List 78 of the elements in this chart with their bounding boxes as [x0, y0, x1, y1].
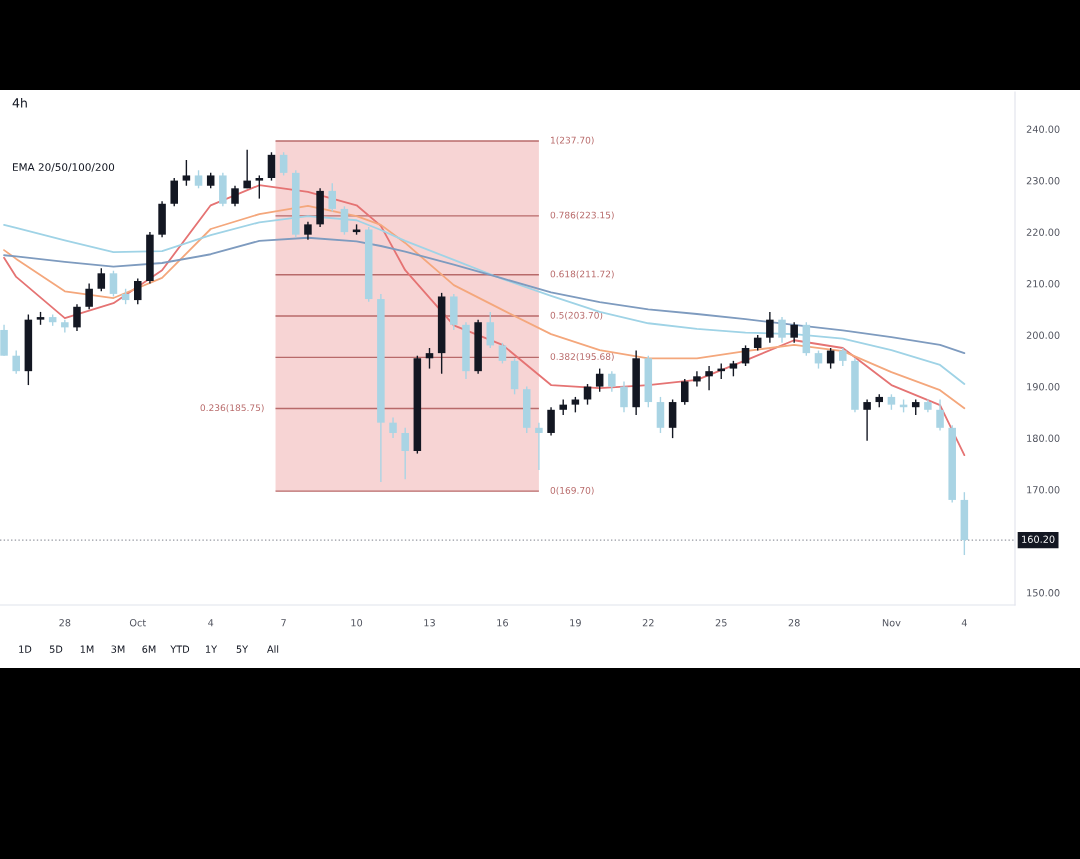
y-tick-label: 190.00: [1027, 383, 1060, 391]
text: 1M: [80, 645, 94, 653]
x-tick-label: 10: [351, 619, 363, 627]
ref-line-label: 160.20: [1022, 535, 1055, 543]
x-tick-label: 16: [497, 619, 509, 627]
candlestick: [12, 349, 20, 375]
y-tick-label: 220.00: [1026, 228, 1060, 236]
x-tick-label: Nov: [882, 619, 901, 627]
candlestick: [425, 347, 434, 370]
candlestick: [182, 159, 191, 187]
y-tick-label: 200.00: [1026, 331, 1060, 339]
candlestick: [814, 349, 823, 370]
candlestick: [73, 303, 81, 332]
candlestick: [863, 398, 871, 442]
candlestick: [85, 282, 93, 311]
text: 1D: [19, 645, 32, 653]
candlestick: [790, 321, 798, 344]
candlestick: [705, 365, 713, 391]
candlestick: [778, 316, 786, 344]
candlestick: [328, 182, 337, 213]
text: 6M: [142, 645, 156, 653]
candlestick: [766, 311, 774, 344]
text: 1Y: [206, 645, 218, 653]
text: 5Y: [236, 645, 249, 653]
text: 3M: [111, 645, 125, 653]
x-tick-label: 28: [788, 619, 800, 627]
candlestick: [535, 421, 543, 471]
y-tick-label: 150.00: [1027, 589, 1060, 597]
text: All: [267, 645, 279, 653]
candlestick: [243, 148, 251, 190]
x-tick-label: 19: [570, 619, 581, 627]
y-tick-label: 240.00: [1026, 125, 1060, 133]
candlestick: [741, 344, 750, 367]
candlestick: [620, 380, 628, 414]
ref-line-label: 0.5(203.70): [550, 311, 603, 320]
candlestick: [170, 177, 178, 208]
text: 5D: [49, 645, 63, 653]
ref-line-label: 0.786(223.15): [550, 211, 614, 220]
chart-title: 4h: [12, 97, 27, 108]
annotation: EMA 20/50/100/200: [13, 163, 115, 172]
x-tick-label: 4: [961, 619, 967, 627]
x-tick-label: 22: [642, 619, 654, 627]
candlestick: [693, 370, 701, 388]
x-tick-label: Oct: [129, 619, 146, 627]
candlestick: [681, 378, 689, 406]
candlestick: [134, 277, 142, 305]
ref-line-label: 0(169.70): [550, 486, 594, 495]
candlestick: [936, 398, 944, 432]
candlestick: [547, 406, 555, 437]
ref-line-label: 0.236(185.75): [200, 404, 264, 413]
ref-line-label: 0.382(195.68): [550, 353, 614, 362]
candlestick: [255, 174, 264, 200]
candlestick: [267, 151, 276, 182]
candlestick: [231, 185, 239, 208]
x-tick-label: 13: [424, 619, 435, 627]
candlestick: [279, 151, 288, 177]
y-tick-label: 170.00: [1027, 486, 1060, 494]
x-tick-label: 25: [715, 619, 727, 627]
candlestick: [401, 427, 409, 481]
candlestick: [194, 169, 203, 190]
x-tick-label: 4: [208, 619, 214, 627]
candlestick: [839, 347, 847, 367]
ref-line-label: 1(237.70): [551, 136, 594, 145]
text: YTD: [170, 645, 190, 653]
ref-line-label: 0.618(211.72): [550, 270, 614, 279]
y-tick-label: 210.00: [1026, 280, 1060, 288]
candlestick: [304, 221, 312, 241]
candlestick: [498, 342, 507, 365]
candlestick: [389, 416, 397, 439]
y-tick-label: 230.00: [1026, 177, 1060, 185]
candlestick: [109, 270, 118, 298]
candlestick: [97, 267, 106, 293]
candlestick: [595, 367, 604, 393]
y-tick-label: 180.00: [1027, 434, 1060, 442]
candlestick: [608, 370, 616, 393]
x-tick-label: 7: [281, 619, 286, 627]
candlestick: [486, 311, 495, 349]
x-tick-label: 28: [59, 619, 71, 627]
